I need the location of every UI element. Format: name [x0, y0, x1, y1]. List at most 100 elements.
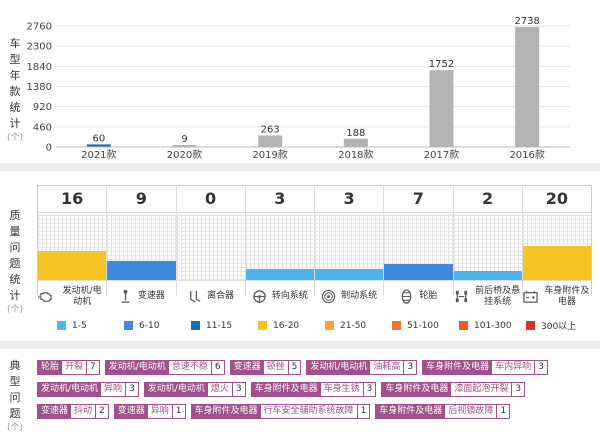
issue-text: 开裂: [65, 362, 84, 372]
quality-count: 16: [38, 186, 107, 213]
issue-tag[interactable]: 轮胎 开裂 7: [37, 360, 100, 375]
issue-tag[interactable]: 发动机/电动机 油耗高 3: [306, 360, 418, 375]
legend-label: 6-10: [139, 320, 160, 331]
typical-label-unit: (个): [6, 423, 24, 433]
issue-tag[interactable]: 车身附件及电器 漆面起泡开裂 3: [381, 382, 526, 397]
legend-swatch: [459, 321, 468, 330]
issue-tag[interactable]: 车身附件及电器 后视镜故障 1: [375, 404, 511, 419]
clutch-pedal-icon: [187, 289, 202, 304]
legend-item: 21-50: [325, 319, 392, 332]
issue-count: 1: [496, 405, 509, 418]
issue-tag[interactable]: 车身附件及电器 车身生锈 3: [250, 382, 377, 397]
quality-level-bar: [38, 251, 107, 280]
issue-count: 2: [95, 405, 108, 418]
year-label-char: 年: [9, 69, 21, 82]
quality-column[interactable]: 2 前后桥及悬挂系统: [453, 186, 523, 312]
quality-level-bar: [315, 269, 384, 280]
legend-label: 101-300: [474, 320, 512, 331]
y-tick-label: 1840: [27, 62, 52, 73]
quality-column[interactable]: 20 车身附件及电器: [522, 186, 591, 312]
year-label-char: 型: [9, 53, 21, 66]
issue-tag[interactable]: 变速器 异响 1: [113, 404, 186, 419]
quality-bar-area: [315, 214, 384, 280]
issue-tag[interactable]: 发动机/电动机 异响 3: [37, 382, 139, 397]
issue-category: 车身附件及电器: [251, 383, 321, 396]
issue-count: 3: [511, 383, 524, 396]
issue-category: 轮胎: [38, 361, 63, 374]
quality-count: 2: [453, 186, 522, 213]
bar-value-label: 1752: [429, 59, 454, 70]
issue-tag[interactable]: 车身附件及电器 车内异响 3: [422, 360, 548, 375]
y-tick-label: 2300: [27, 42, 52, 53]
x-tick-label: 2017款: [424, 148, 459, 161]
legend-item: 51-100: [392, 319, 459, 332]
quality-stats-label: 质 量 问 题 统 计 (个): [0, 208, 30, 316]
x-tick-label: 2018款: [338, 148, 373, 161]
quality-stats-section: 质 量 问 题 统 计 (个) 16 发动机/电动机 9 变速器 0 离合器 3 转向系统 3 制…: [0, 180, 600, 340]
issue-tag[interactable]: 发动机/电动机 怠速不稳 6: [104, 360, 225, 375]
tire-icon: [399, 289, 414, 304]
issue-tag[interactable]: 变速器 顿挫 5: [229, 360, 302, 375]
issue-category: 发动机/电动机: [105, 361, 169, 374]
issue-category: 变速器: [230, 361, 264, 374]
bar-value-label: 263: [261, 124, 280, 135]
typical-issue-tags: 轮胎 开裂 7 发动机/电动机 怠速不稳 6 变速器 顿挫 5 发动机/电动机 油耗高 3 车身附件及电…: [37, 360, 597, 419]
issue-text: 顿挫: [266, 362, 285, 372]
bar: [172, 145, 197, 147]
issue-tag[interactable]: 变速器 抖动 2: [37, 404, 109, 419]
year-chart-label: 车 型 年 款 统 计 (个): [0, 36, 30, 144]
quality-column[interactable]: 16 发动机/电动机: [38, 186, 108, 312]
legend-item: 6-10: [124, 319, 191, 332]
issue-category: 车身附件及电器: [191, 405, 261, 418]
quality-bar-area: [245, 214, 314, 280]
quality-column[interactable]: 9 变速器: [107, 186, 177, 312]
quality-level-bar: [107, 260, 176, 280]
quality-label-char: 质: [9, 209, 21, 222]
issue-category: 变速器: [114, 405, 148, 418]
quality-count: 0: [176, 186, 245, 213]
steering-wheel-icon: [252, 289, 267, 304]
y-tick-label: 460: [33, 122, 52, 133]
issue-tag[interactable]: 发动机/电动机 熄火 3: [143, 382, 246, 397]
bar: [86, 144, 111, 147]
issue-count: 3: [125, 383, 138, 396]
quality-grid: 16 发动机/电动机 9 变速器 0 离合器 3 转向系统 3 制动系统 7 轮胎 2 前后桥及悬挂系统 2…: [37, 185, 592, 312]
x-tick-label: 2020款: [167, 148, 202, 161]
issue-count: 1: [356, 405, 370, 418]
legend-item: 16-20: [258, 319, 325, 332]
quality-category-name: 轮胎: [419, 291, 438, 301]
legend-label: 51-100: [407, 320, 439, 331]
quality-category-label: 发动机/电动机: [38, 280, 107, 312]
year-label-char: 车: [9, 37, 21, 50]
legend-item: 300以上: [526, 319, 593, 332]
issue-text: 行车安全辅助系统故障: [263, 406, 354, 416]
quality-column[interactable]: 0 离合器: [176, 186, 246, 312]
bar-value-label: 60: [92, 133, 105, 144]
quality-bar-area: [176, 214, 245, 280]
quality-count: 7: [384, 186, 453, 213]
engine-icon: [38, 289, 53, 304]
quality-category-name: 变速器: [137, 291, 165, 301]
issue-text: 油耗高: [373, 362, 401, 372]
legend-swatch: [526, 321, 535, 330]
quality-category-name: 车身附件及电器: [544, 285, 590, 307]
quality-column[interactable]: 3 转向系统: [245, 186, 315, 312]
legend-item: 11-15: [191, 319, 258, 332]
quality-column[interactable]: 7 轮胎: [384, 186, 454, 312]
quality-category-name: 制动系统: [341, 291, 378, 301]
issue-count: 5: [287, 361, 301, 374]
x-tick-label: 2019款: [252, 148, 287, 161]
issue-tag[interactable]: 车身附件及电器 行车安全辅助系统故障 1: [190, 404, 371, 419]
quality-bar-area: [384, 214, 453, 280]
legend-label: 11-15: [206, 320, 233, 331]
quality-label-char: 量: [9, 225, 21, 238]
year-chart-section: 车 型 年 款 统 计 (个) 0 460 920 1380 1840 2300 2760 6…: [0, 0, 600, 162]
issue-category: 车身附件及电器: [376, 405, 446, 418]
quality-column[interactable]: 3 制动系统: [315, 186, 385, 312]
y-tick-label: 2760: [27, 22, 52, 33]
year-label-char: 计: [9, 117, 21, 130]
quality-category-label: 转向系统: [245, 280, 314, 312]
y-tick-label: 0: [46, 143, 52, 154]
quality-level-bar: [522, 245, 591, 280]
quality-category-name: 离合器: [207, 291, 235, 301]
